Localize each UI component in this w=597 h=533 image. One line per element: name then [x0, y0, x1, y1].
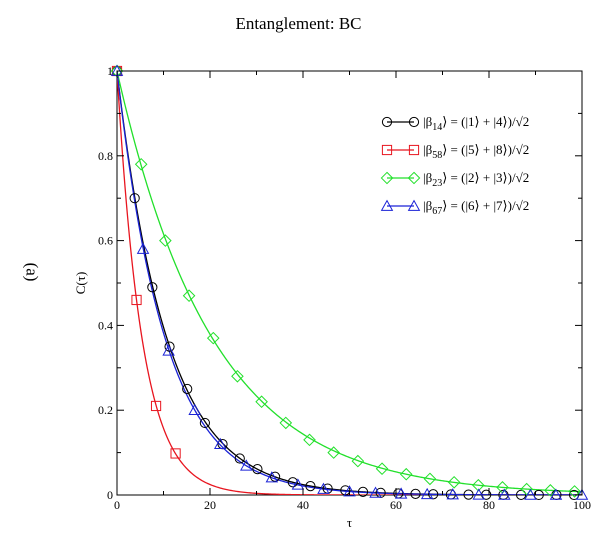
data-point	[423, 472, 437, 486]
y-tick-label: 0.2	[98, 403, 113, 417]
data-point	[291, 478, 305, 490]
data-point	[131, 294, 142, 306]
y-tick-label: 0.8	[98, 149, 113, 163]
legend-entry: |β58⟩ = (|5⟩ + |8⟩)/√2	[381, 142, 529, 161]
legend-label: |β67⟩ = (|6⟩ + |7⟩)/√2	[423, 198, 529, 217]
data-point	[170, 448, 181, 459]
series-line	[117, 71, 582, 495]
plot-border	[116, 70, 583, 496]
data-point	[410, 488, 421, 499]
data-point	[213, 437, 227, 449]
data-point	[287, 477, 298, 488]
data-point	[303, 433, 316, 447]
fit-curves	[117, 71, 582, 495]
data-point	[533, 489, 544, 501]
x-tick-label: 40	[297, 498, 309, 512]
data-point	[147, 282, 158, 293]
x-tick-label: 60	[390, 498, 402, 512]
data-point	[206, 331, 220, 345]
legend-entry: |β67⟩ = (|6⟩ + |7⟩)/√2	[380, 198, 529, 217]
data-point	[240, 459, 253, 471]
data-point	[270, 471, 281, 482]
legend-marker	[407, 199, 421, 211]
data-point	[549, 488, 563, 500]
y-tick-label: 0.4	[98, 318, 113, 332]
data-point	[182, 383, 193, 395]
legend-marker	[380, 199, 394, 211]
data-point	[375, 462, 389, 476]
data-point	[182, 289, 196, 303]
data-point	[305, 480, 316, 492]
data-point	[515, 489, 527, 500]
data-point	[134, 157, 148, 171]
legend-label: |β14⟩ = (|1⟩ + |4⟩)/√2	[423, 114, 529, 133]
plot-area	[116, 70, 583, 496]
data-point	[498, 488, 511, 500]
x-axis-label: τ	[347, 515, 352, 530]
data-point	[162, 344, 175, 356]
series-line	[117, 71, 582, 495]
y-tick-label: 0	[107, 488, 113, 502]
legend-entry: |β23⟩ = (|2⟩ + |3⟩)/√2	[380, 170, 529, 189]
legend-label: |β58⟩ = (|5⟩ + |8⟩)/√2	[423, 142, 529, 161]
legend: |β14⟩ = (|1⟩ + |4⟩)/√2 |β58⟩ = (|5⟩ + |8⟩…	[380, 114, 529, 217]
chart-title: Entanglement: BC	[235, 14, 362, 33]
data-point	[265, 471, 279, 483]
data-point	[472, 488, 486, 500]
data-point	[252, 464, 263, 475]
data-point	[420, 487, 434, 500]
data-point	[255, 395, 268, 409]
legend-marker	[380, 171, 394, 185]
data-point	[394, 487, 408, 499]
x-tick-label: 100	[573, 498, 591, 512]
data-point	[129, 193, 140, 204]
data-point	[340, 485, 351, 496]
x-tick-label: 80	[483, 498, 495, 512]
data-point	[327, 446, 340, 459]
data-point	[150, 400, 162, 412]
data-point	[463, 489, 474, 500]
data-point	[575, 488, 589, 500]
legend-entry: |β14⟩ = (|1⟩ + |4⟩)/√2	[381, 114, 529, 133]
data-point	[159, 234, 172, 247]
series-line	[117, 71, 582, 493]
data-point	[351, 454, 365, 468]
data-point	[199, 417, 210, 429]
legend-marker	[381, 116, 393, 128]
data-point	[279, 416, 293, 430]
legend-marker	[408, 116, 420, 128]
data-point	[447, 475, 461, 489]
data-point	[399, 467, 413, 481]
data-point	[524, 488, 537, 500]
legend-marker	[408, 144, 420, 156]
y-tick-label: 1	[107, 64, 113, 78]
legend-marker	[381, 144, 393, 156]
data-point	[568, 485, 581, 498]
data-point	[234, 453, 245, 464]
data-point	[136, 242, 150, 254]
data-point	[544, 484, 557, 497]
data-point	[188, 403, 201, 416]
data-point	[164, 341, 175, 352]
series-line	[117, 71, 582, 495]
x-tick-label: 0	[114, 498, 120, 512]
data-point	[446, 488, 459, 500]
legend-marker	[407, 171, 421, 185]
axis-ticks: 0 20 40 60 80 100 0 0.2 0.4 0.6 0.8 1	[98, 64, 591, 512]
data-point	[520, 482, 533, 496]
legend-label: |β23⟩ = (|2⟩ + |3⟩)/√2	[423, 170, 529, 189]
data-point	[231, 369, 244, 383]
data-point	[369, 486, 382, 498]
x-tick-label: 20	[204, 498, 216, 512]
y-axis-label: C(τ)	[73, 272, 88, 295]
data-point	[317, 482, 330, 494]
y-tick-label: 0.6	[98, 234, 113, 248]
data-point	[343, 485, 356, 497]
data-point	[357, 486, 369, 497]
